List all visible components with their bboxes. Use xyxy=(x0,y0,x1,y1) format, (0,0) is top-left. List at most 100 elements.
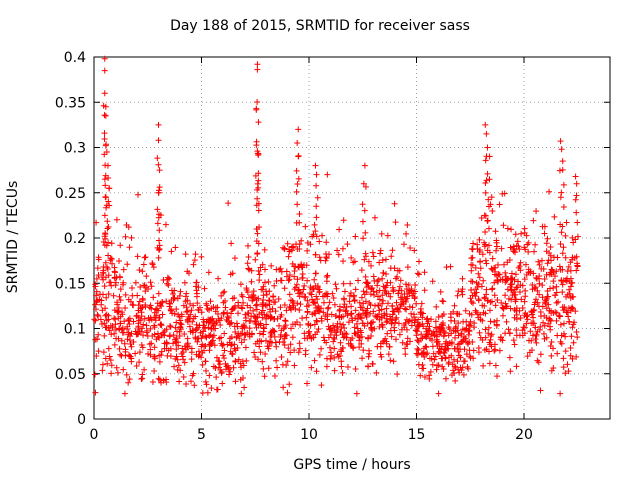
data-point xyxy=(485,324,492,331)
data-point xyxy=(368,333,375,340)
data-point xyxy=(560,244,567,251)
data-point xyxy=(333,323,340,330)
data-points xyxy=(91,55,581,397)
data-point xyxy=(149,379,156,386)
data-point xyxy=(517,315,524,322)
data-point xyxy=(343,334,350,341)
data-point xyxy=(443,345,450,352)
data-point xyxy=(198,253,205,260)
data-point xyxy=(282,332,289,339)
data-point xyxy=(315,326,322,333)
data-point xyxy=(543,295,550,302)
data-point xyxy=(321,337,328,344)
data-point xyxy=(246,333,253,340)
data-point xyxy=(202,325,209,332)
data-point xyxy=(185,270,192,277)
data-point xyxy=(391,327,398,334)
data-point xyxy=(392,316,399,323)
data-point xyxy=(93,288,100,295)
data-point xyxy=(477,247,484,254)
data-point xyxy=(318,315,325,322)
data-point xyxy=(546,315,553,322)
data-point xyxy=(232,378,239,385)
data-point xyxy=(340,217,347,224)
data-point xyxy=(541,322,548,329)
data-point xyxy=(105,345,112,352)
data-point xyxy=(181,279,188,286)
data-point xyxy=(266,288,273,295)
data-point xyxy=(539,303,546,310)
data-point xyxy=(496,201,503,208)
data-point xyxy=(255,207,262,214)
data-point xyxy=(221,330,228,337)
data-point xyxy=(331,354,338,361)
data-point xyxy=(151,344,158,351)
data-point xyxy=(356,299,363,306)
data-point xyxy=(567,294,574,301)
data-point xyxy=(107,357,114,364)
data-point xyxy=(308,364,315,371)
data-point xyxy=(184,341,191,348)
data-point xyxy=(210,363,217,370)
data-point xyxy=(204,389,211,396)
data-point xyxy=(499,312,506,319)
data-point xyxy=(445,354,452,361)
data-point xyxy=(186,323,193,330)
data-point xyxy=(151,355,158,362)
data-point xyxy=(379,292,386,299)
data-point xyxy=(132,279,139,286)
data-point xyxy=(336,226,343,233)
data-point xyxy=(330,322,337,329)
data-point xyxy=(117,313,124,320)
data-point xyxy=(320,309,327,316)
data-point xyxy=(248,330,255,337)
data-point xyxy=(418,300,425,307)
data-point xyxy=(361,162,368,169)
data-point xyxy=(548,266,555,273)
data-point xyxy=(188,345,195,352)
x-tick-label: 0 xyxy=(90,427,99,443)
data-point xyxy=(151,368,158,375)
data-point xyxy=(328,327,335,334)
data-point xyxy=(267,329,274,336)
data-point xyxy=(518,296,525,303)
data-point xyxy=(370,308,377,315)
data-point xyxy=(195,353,202,360)
data-point xyxy=(193,326,200,333)
data-point xyxy=(256,311,263,318)
data-point xyxy=(525,239,532,246)
data-point xyxy=(166,333,173,340)
data-point xyxy=(319,232,326,239)
data-point xyxy=(543,314,550,321)
data-point xyxy=(154,330,161,337)
data-point xyxy=(405,281,412,288)
data-point xyxy=(390,308,397,315)
data-point xyxy=(459,291,466,298)
data-point xyxy=(310,231,317,238)
data-point xyxy=(472,293,479,300)
data-point xyxy=(150,294,157,301)
data-point xyxy=(341,325,348,332)
data-point xyxy=(272,308,279,315)
data-point xyxy=(544,260,551,267)
data-point xyxy=(562,254,569,261)
data-point xyxy=(402,281,409,288)
data-point xyxy=(110,292,117,299)
data-point xyxy=(243,285,250,292)
data-point xyxy=(552,273,559,280)
data-point xyxy=(155,247,162,254)
data-point xyxy=(547,285,554,292)
data-point xyxy=(146,341,153,348)
data-point xyxy=(104,218,111,225)
data-point xyxy=(570,239,577,246)
data-point xyxy=(482,229,489,236)
data-point xyxy=(277,304,284,311)
data-point xyxy=(414,270,421,277)
data-point xyxy=(402,351,409,358)
data-point xyxy=(235,310,242,317)
data-point xyxy=(116,293,123,300)
data-point xyxy=(548,367,555,374)
data-point xyxy=(494,277,501,284)
data-point xyxy=(419,314,426,321)
data-point xyxy=(461,358,468,365)
